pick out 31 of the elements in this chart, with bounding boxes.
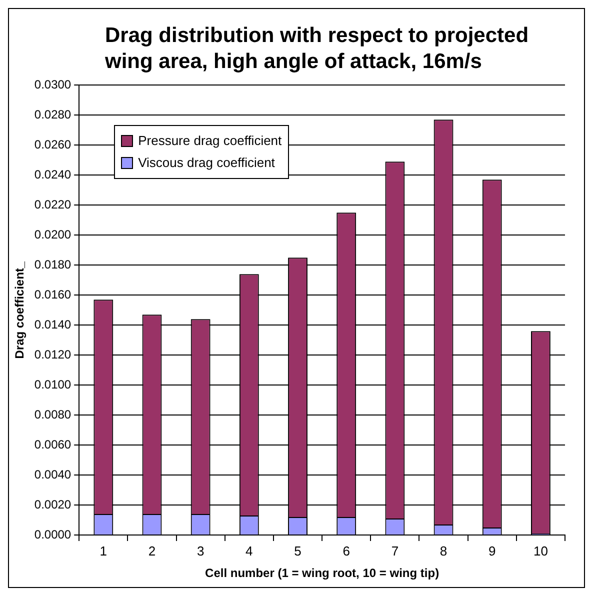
x-tick-label: 5 (294, 543, 302, 558)
y-tick-label: 0.0260 (34, 137, 72, 152)
y-tick-label: 0.0040 (34, 467, 72, 482)
x-tick-label: 8 (440, 543, 448, 558)
y-tick-label: 0.0120 (34, 347, 72, 362)
y-tick-label: 0.0240 (34, 167, 72, 182)
x-tick-label: 9 (488, 543, 496, 558)
x-tick-label: 6 (342, 543, 350, 558)
y-axis-title: Drag coefficient_ (12, 261, 27, 359)
y-tick-label: 0.0100 (34, 377, 72, 392)
y-tick-label: 0.0200 (34, 227, 72, 242)
chart-title: Drag distribution with respect to projected wing area, high angle of attack, 16m/s (104, 23, 530, 75)
legend-label: Pressure drag coefficient (138, 132, 282, 150)
y-tick-label: 0.0280 (34, 108, 72, 122)
x-tick-label: 1 (100, 543, 108, 558)
y-tick-label: 0.0160 (34, 287, 72, 302)
y-tick-label: 0.0020 (34, 497, 72, 512)
x-tick-label: 10 (533, 543, 548, 558)
x-tick-label: 3 (196, 543, 204, 558)
x-tick-label: 7 (391, 543, 399, 558)
y-tick-label: 0.0000 (34, 527, 72, 542)
y-tick-label: 0.0220 (34, 197, 72, 212)
legend-label: Viscous drag coefficient (138, 154, 275, 172)
x-tick-label: 2 (148, 543, 156, 558)
y-tick-label: 0.0080 (34, 407, 72, 422)
y-tick-label: 0.0140 (34, 317, 72, 332)
x-axis-title: Cell number (1 = wing root, 10 = wing tip) (205, 566, 440, 580)
y-tick-label: 0.0300 (34, 78, 72, 92)
y-tick-label: 0.0060 (34, 437, 72, 452)
y-tick-label: 0.0180 (34, 257, 72, 272)
x-tick-label: 4 (246, 543, 253, 558)
